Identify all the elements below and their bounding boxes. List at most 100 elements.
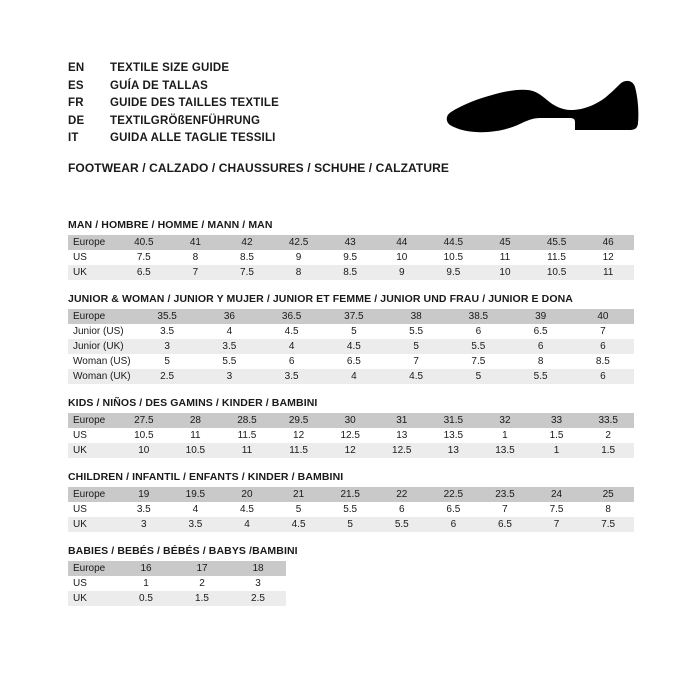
language-title-list: EN TEXTILE SIZE GUIDE ES GUÍA DE TALLAS FR GU… — [68, 62, 628, 150]
size-cell: 27.5 — [118, 413, 170, 428]
table-row: UK 3 3.5 4 4.5 5 5.5 6 6.5 7 7.5 — [68, 517, 634, 532]
size-cell: 10 — [118, 443, 170, 458]
size-cell: 13.5 — [427, 428, 480, 443]
size-cell: 46 — [582, 235, 634, 250]
row-label: US — [68, 250, 118, 265]
language-title: GUÍA DE TALLAS — [110, 79, 208, 92]
section-title: KIDS / NIÑOS / DES GAMINS / KINDER / BAM… — [68, 397, 318, 409]
language-title: GUIDA ALLE TAGLIE TESSILI — [110, 132, 276, 144]
table-header-row: Europe 16 17 18 — [68, 561, 286, 576]
size-cell: 3 — [198, 369, 261, 384]
size-section-babies: BABIES / BEBÉS / BÉBÉS / BABYS /BAMBINI E… — [68, 545, 634, 606]
table-row: US 10.5 11 11.5 12 12.5 13 13.5 1 1.5 2 — [68, 428, 634, 443]
table-row: Junior (UK) 3 3.5 4 4.5 5 5.5 6 6 — [68, 339, 634, 354]
size-table-children: Europe 19 19.5 20 21 21.5 22 22.5 23.5 24 25 US 3.5 4… — [68, 487, 634, 532]
size-cell: 10.5 — [118, 428, 170, 443]
size-section-children: CHILDREN / INFANTIL / ENFANTS / KINDER /… — [68, 471, 634, 532]
row-label: Woman (US) — [68, 354, 136, 369]
size-cell: 8 — [169, 250, 222, 265]
table-row: Junior (US) 3.5 4 4.5 5 5.5 6 6.5 7 — [68, 324, 634, 339]
language-code: FR — [68, 97, 84, 109]
row-label: Junior (UK) — [68, 339, 136, 354]
table-row: Woman (UK) 2.5 3 3.5 4 4.5 5 5.5 6 — [68, 369, 634, 384]
size-cell: 7.5 — [447, 354, 510, 369]
size-cell: 7.5 — [530, 502, 583, 517]
size-cell: 2.5 — [136, 369, 199, 384]
size-table-babies: Europe 16 17 18 US 1 2 3 UK 0.5 1.5 2.5 — [68, 561, 286, 606]
language-code: IT — [68, 132, 79, 144]
size-cell: 10 — [479, 265, 531, 280]
size-cell: 8 — [272, 265, 325, 280]
size-cell: 6 — [447, 324, 510, 339]
size-cell: 17 — [174, 561, 230, 576]
table-header-row: Europe 40.5 41 42 42.5 43 44 44.5 45 45.5 46 — [68, 235, 634, 250]
size-cell: 9.5 — [324, 250, 376, 265]
size-cell: 7 — [530, 517, 583, 532]
language-title: TEXTILE SIZE GUIDE — [110, 62, 230, 74]
row-label: UK — [68, 517, 118, 532]
row-label: Europe — [68, 487, 118, 502]
dress-shoe-icon — [444, 78, 640, 150]
size-cell: 38.5 — [447, 309, 510, 324]
size-cell: 2 — [174, 576, 230, 591]
size-cell: 28.5 — [221, 413, 273, 428]
language-code: ES — [68, 79, 84, 92]
size-cell: 6.5 — [479, 517, 531, 532]
size-cell: 18 — [230, 561, 286, 576]
size-cell: 32 — [479, 413, 531, 428]
size-cell: 3.5 — [136, 324, 199, 339]
size-cell: 11.5 — [530, 250, 583, 265]
row-label: Woman (UK) — [68, 369, 136, 384]
size-cell: 5 — [324, 517, 376, 532]
size-cell: 24 — [530, 487, 583, 502]
section-title: CHILDREN / INFANTIL / ENFANTS / KINDER /… — [68, 471, 344, 483]
language-title: GUIDE DES TAILLES TEXTILE — [110, 97, 279, 109]
row-label: UK — [68, 443, 118, 458]
size-cell: 39 — [509, 309, 572, 324]
size-cell: 7.5 — [582, 517, 634, 532]
size-cell: 6 — [375, 502, 428, 517]
size-cell: 5.5 — [385, 324, 448, 339]
size-cell: 2.5 — [230, 591, 286, 606]
row-label: Junior (US) — [68, 324, 136, 339]
header-block: EN TEXTILE SIZE GUIDE ES GUÍA DE TALLAS FR GU… — [68, 62, 628, 175]
size-cell: 4 — [221, 517, 273, 532]
size-cell: 11 — [169, 428, 222, 443]
size-table-kids: Europe 27.5 28 28.5 29.5 30 31 31.5 32 33 33.5 US 10… — [68, 413, 634, 458]
size-cell: 5.5 — [509, 369, 572, 384]
row-label: UK — [68, 591, 118, 606]
table-row: US 1 2 3 — [68, 576, 286, 591]
size-cell: 19.5 — [169, 487, 222, 502]
size-cell: 22 — [375, 487, 428, 502]
size-cell: 25 — [582, 487, 634, 502]
size-cell: 16 — [118, 561, 174, 576]
table-row: UK 10 10.5 11 11.5 12 12.5 13 13.5 1 1.5 — [68, 443, 634, 458]
size-tables-container: MAN / HOMBRE / HOMME / MANN / MAN Europe 4… — [68, 219, 634, 606]
size-cell: 5 — [447, 369, 510, 384]
table-row: US 3.5 4 4.5 5 5.5 6 6.5 7 7.5 8 — [68, 502, 634, 517]
size-cell: 12.5 — [324, 428, 376, 443]
size-cell: 6 — [260, 354, 323, 369]
size-cell: 3 — [118, 517, 170, 532]
size-section-man: MAN / HOMBRE / HOMME / MANN / MAN Europe 4… — [68, 219, 634, 280]
language-code: DE — [68, 114, 85, 127]
size-cell: 3.5 — [198, 339, 261, 354]
size-cell: 31 — [375, 413, 428, 428]
table-header-row: Europe 35.5 36 36.5 37.5 38 38.5 39 40 — [68, 309, 634, 324]
language-row: IT GUIDA ALLE TAGLIE TESSILI — [68, 132, 628, 150]
size-cell: 4 — [169, 502, 222, 517]
language-row: EN TEXTILE SIZE GUIDE — [68, 62, 628, 80]
size-cell: 38 — [385, 309, 448, 324]
size-cell: 7.5 — [221, 265, 273, 280]
size-cell: 4 — [322, 369, 385, 384]
size-cell: 11 — [582, 265, 634, 280]
size-cell: 4.5 — [221, 502, 273, 517]
size-cell: 8 — [509, 354, 572, 369]
section-title: MAN / HOMBRE / HOMME / MANN / MAN — [68, 219, 273, 231]
table-row: US 7.5 8 8.5 9 9.5 10 10.5 11 11.5 12 — [68, 250, 634, 265]
size-cell: 6.5 — [322, 354, 385, 369]
size-cell: 7 — [385, 354, 448, 369]
size-cell: 8 — [582, 502, 634, 517]
size-cell: 21 — [272, 487, 325, 502]
footwear-category-line: FOOTWEAR / CALZADO / CHAUSSURES / SCHUHE… — [68, 160, 449, 175]
